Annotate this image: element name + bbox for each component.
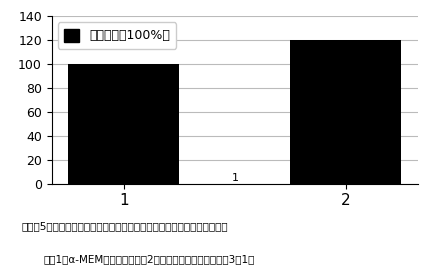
Bar (290, 40, 400, 184)
Legend: 细胞活性（100%）: 细胞活性（100%） (58, 22, 176, 49)
Bar (68, 64, 179, 184)
Text: 注：1；α-MEM培养基对照组；2：麦冬多糖与白术多糖组（3：1）: 注：1；α-MEM培养基对照组；2：麦冬多糖与白术多糖组（3：1） (43, 254, 254, 264)
Text: 1: 1 (231, 173, 238, 183)
Text: 实施例5：麦冬多糖与白术多糖组合物对脂带间充质干细胞增殖的促进作用: 实施例5：麦冬多糖与白术多糖组合物对脂带间充质干细胞增殖的促进作用 (22, 221, 227, 231)
